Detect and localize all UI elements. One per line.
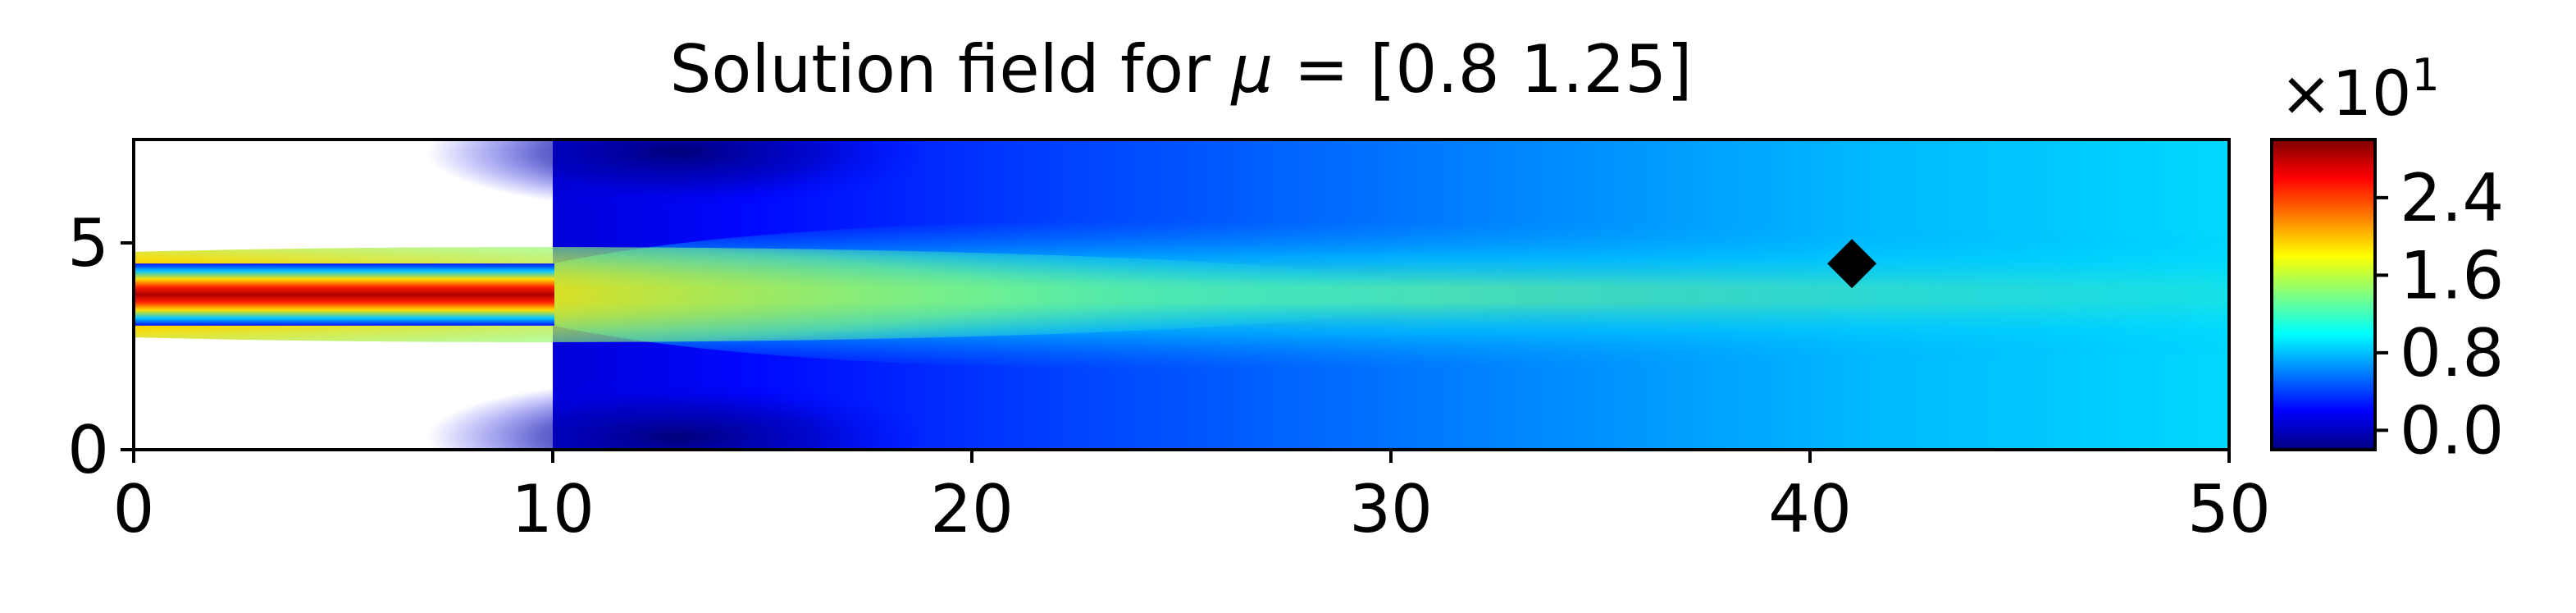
y-axis: 05 [67,205,134,488]
probe-marker-diamond [1827,239,1877,289]
recirculation-bottom [426,379,930,450]
x-axis: 0 10 20 30 40 50 [113,450,2271,547]
colorbar-tick-label: 0.8 [2400,315,2504,391]
x-tick-label: 40 [1768,471,1852,547]
colorbar-tick-label: 0.0 [2400,392,2504,469]
chart-title: Solution field for μ = [0.8 1.25] [670,31,1693,108]
solution-field [134,140,2229,450]
colorbar-tick-label: 1.6 [2400,237,2504,313]
recirculation-top [426,140,930,210]
x-tick-label: 30 [1349,471,1433,547]
colorbar-tick-label: 2.4 [2400,160,2504,236]
inlet-channel [134,263,554,326]
plot-frame [132,138,2231,451]
y-tick-label: 5 [67,205,109,281]
x-tick-label: 20 [930,471,1014,547]
x-tick-label: 50 [2187,471,2271,547]
x-tick-label: 10 [511,471,595,547]
colorbar [2270,138,2377,451]
y-tick-label: 0 [67,412,109,488]
colorbar-multiplier: ×101 [2280,49,2440,130]
colorbar-ticks: 2.41.60.80.0 [2375,160,2504,469]
x-tick-label: 0 [113,471,155,547]
